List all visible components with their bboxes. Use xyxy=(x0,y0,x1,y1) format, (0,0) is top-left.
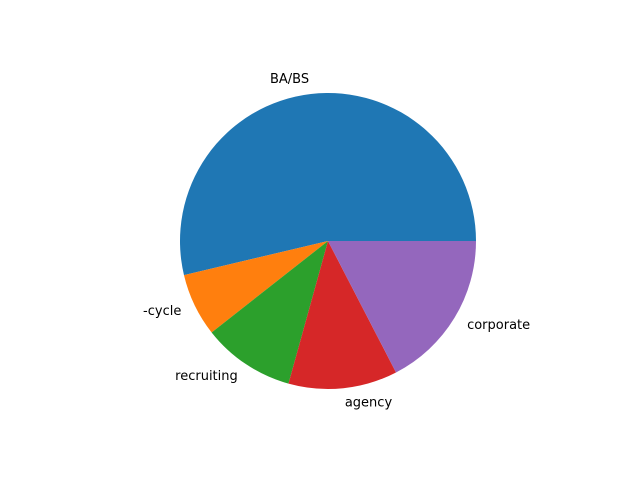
pie-slice-corporate xyxy=(328,241,476,373)
pie-slice-ba-bs xyxy=(180,93,476,276)
pie-label-corporate: corporate xyxy=(467,318,530,333)
pie-slices xyxy=(180,93,476,389)
pie-label-ba-bs: BA/BS xyxy=(270,72,309,87)
pie-slice-agency xyxy=(288,241,397,389)
pie-labels: BA/BS -cycle recruiting agency corporate xyxy=(143,72,530,411)
pie-slice-cycle xyxy=(183,241,328,333)
pie-label-agency: agency xyxy=(345,395,393,410)
pie-label-cycle: -cycle xyxy=(143,304,181,319)
pie-label-recruiting: recruiting xyxy=(175,369,238,384)
pie-slice-recruiting xyxy=(211,241,328,384)
